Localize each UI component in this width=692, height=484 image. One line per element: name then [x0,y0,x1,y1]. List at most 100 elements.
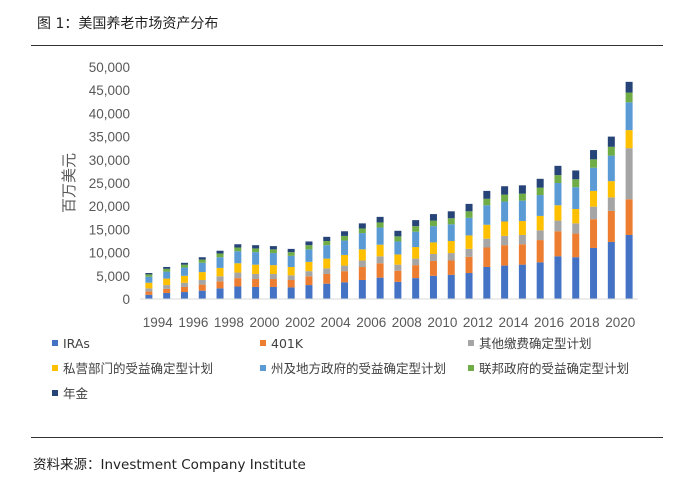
legend-label: 州及地方政府的受益确定型计划 [271,361,446,376]
y-axis-label: 百万美元 [60,153,78,213]
bar-segment [536,240,544,263]
bar-segment [376,256,384,264]
legend-swatch [52,365,58,371]
bar-segment [287,266,295,276]
bar-segment [465,211,473,218]
bar-segment [590,159,598,168]
bar-segment [412,231,420,248]
bar-segment [252,245,260,249]
bar-segment [376,277,384,299]
bar-segment [518,193,526,201]
bar-segment [234,251,242,264]
legend-label: 年金 [63,386,89,401]
bar-segment [358,249,366,261]
bar-segment [341,265,349,272]
bar-segment [234,244,242,248]
bar-segment [501,265,509,299]
bar-segment [305,249,313,262]
bar-segment [287,279,295,288]
bar-segment [429,220,437,227]
bar-segment [429,275,437,299]
bar-segment [252,248,260,253]
footer-rule [31,437,663,438]
bar-segment [412,226,420,232]
legend-label: 联邦政府的受益确定型计划 [479,361,629,376]
y-tick-label: 50,000 [89,60,130,75]
bar-segment [269,253,277,266]
bar-segment [198,259,206,263]
bar-segment [341,282,349,299]
bar-segment [323,245,331,259]
bar-segment [216,267,224,277]
bar-segment [358,279,366,299]
bar-segment [536,262,544,299]
x-tick-label: 2012 [463,315,493,330]
bar-segment [269,246,277,250]
bar-segment [554,205,562,221]
bar-segment [394,281,402,299]
bar-segment [447,274,455,299]
legend-label: 401K [271,336,304,351]
legend-label: 私营部门的受益确定型计划 [63,361,213,376]
bar-segment [234,263,242,273]
bar-segment [145,291,153,295]
bar-segment [536,215,544,231]
x-tick-label: 2000 [249,315,279,330]
bar-segment [590,150,598,160]
x-tick-label: 2002 [285,315,315,330]
bar-segment [269,265,277,274]
bar-segment [269,286,277,299]
bar-segment [572,187,580,209]
bar-segment [198,284,206,291]
bar-segment [198,279,206,285]
bar-segment [429,214,437,221]
bar-segment [145,273,153,275]
bar-segment [287,252,295,256]
bar-segment [394,270,402,282]
bar-segment [501,235,509,246]
bar-segment [145,276,153,283]
bar-segment [447,253,455,261]
bar-segment [305,245,313,250]
bar-segment [163,288,171,293]
bar-segment [501,221,509,236]
bar-segment [590,206,598,220]
bar-segment [536,187,544,196]
y-tick-label: 0 [122,292,130,307]
bar-segment [607,210,615,242]
bar-segment [554,165,562,176]
bar-segment [625,102,633,131]
x-tick-label: 2018 [570,315,600,330]
bar-segment [483,238,491,248]
bar-segment [501,201,509,222]
bar-segment [341,271,349,283]
legend-swatch [52,390,58,396]
bar-segment [341,254,349,266]
bar-segment [572,208,580,224]
bar-segment [216,288,224,299]
x-tick-label: 2014 [498,315,529,330]
bar-segment [607,181,615,198]
stacked-bar-chart: 0 5,000 10,000 15,000 20,000 25,000 30,000 35,0… [52,60,638,401]
bar-segment [447,224,455,241]
bar-segment [216,253,224,258]
bar-segment [465,203,473,212]
figure-title: 图 1：美国养老市场资产分布 [37,16,219,32]
bar-segment [607,197,615,211]
bar-segment [518,221,526,235]
legend-label: IRAs [63,336,90,351]
bar-segment [358,233,366,250]
bar-segment [483,190,491,199]
bar-segment [323,283,331,299]
bar-segment [163,278,171,286]
bar-segment [216,250,224,254]
bar-segment [180,262,188,265]
bar-segment [483,266,491,299]
bar-segment [394,254,402,265]
bar-segment [536,230,544,241]
bar-segment [625,92,633,103]
bar-segment [180,267,188,276]
bar-segment [590,190,598,207]
bar-segment [376,216,384,223]
